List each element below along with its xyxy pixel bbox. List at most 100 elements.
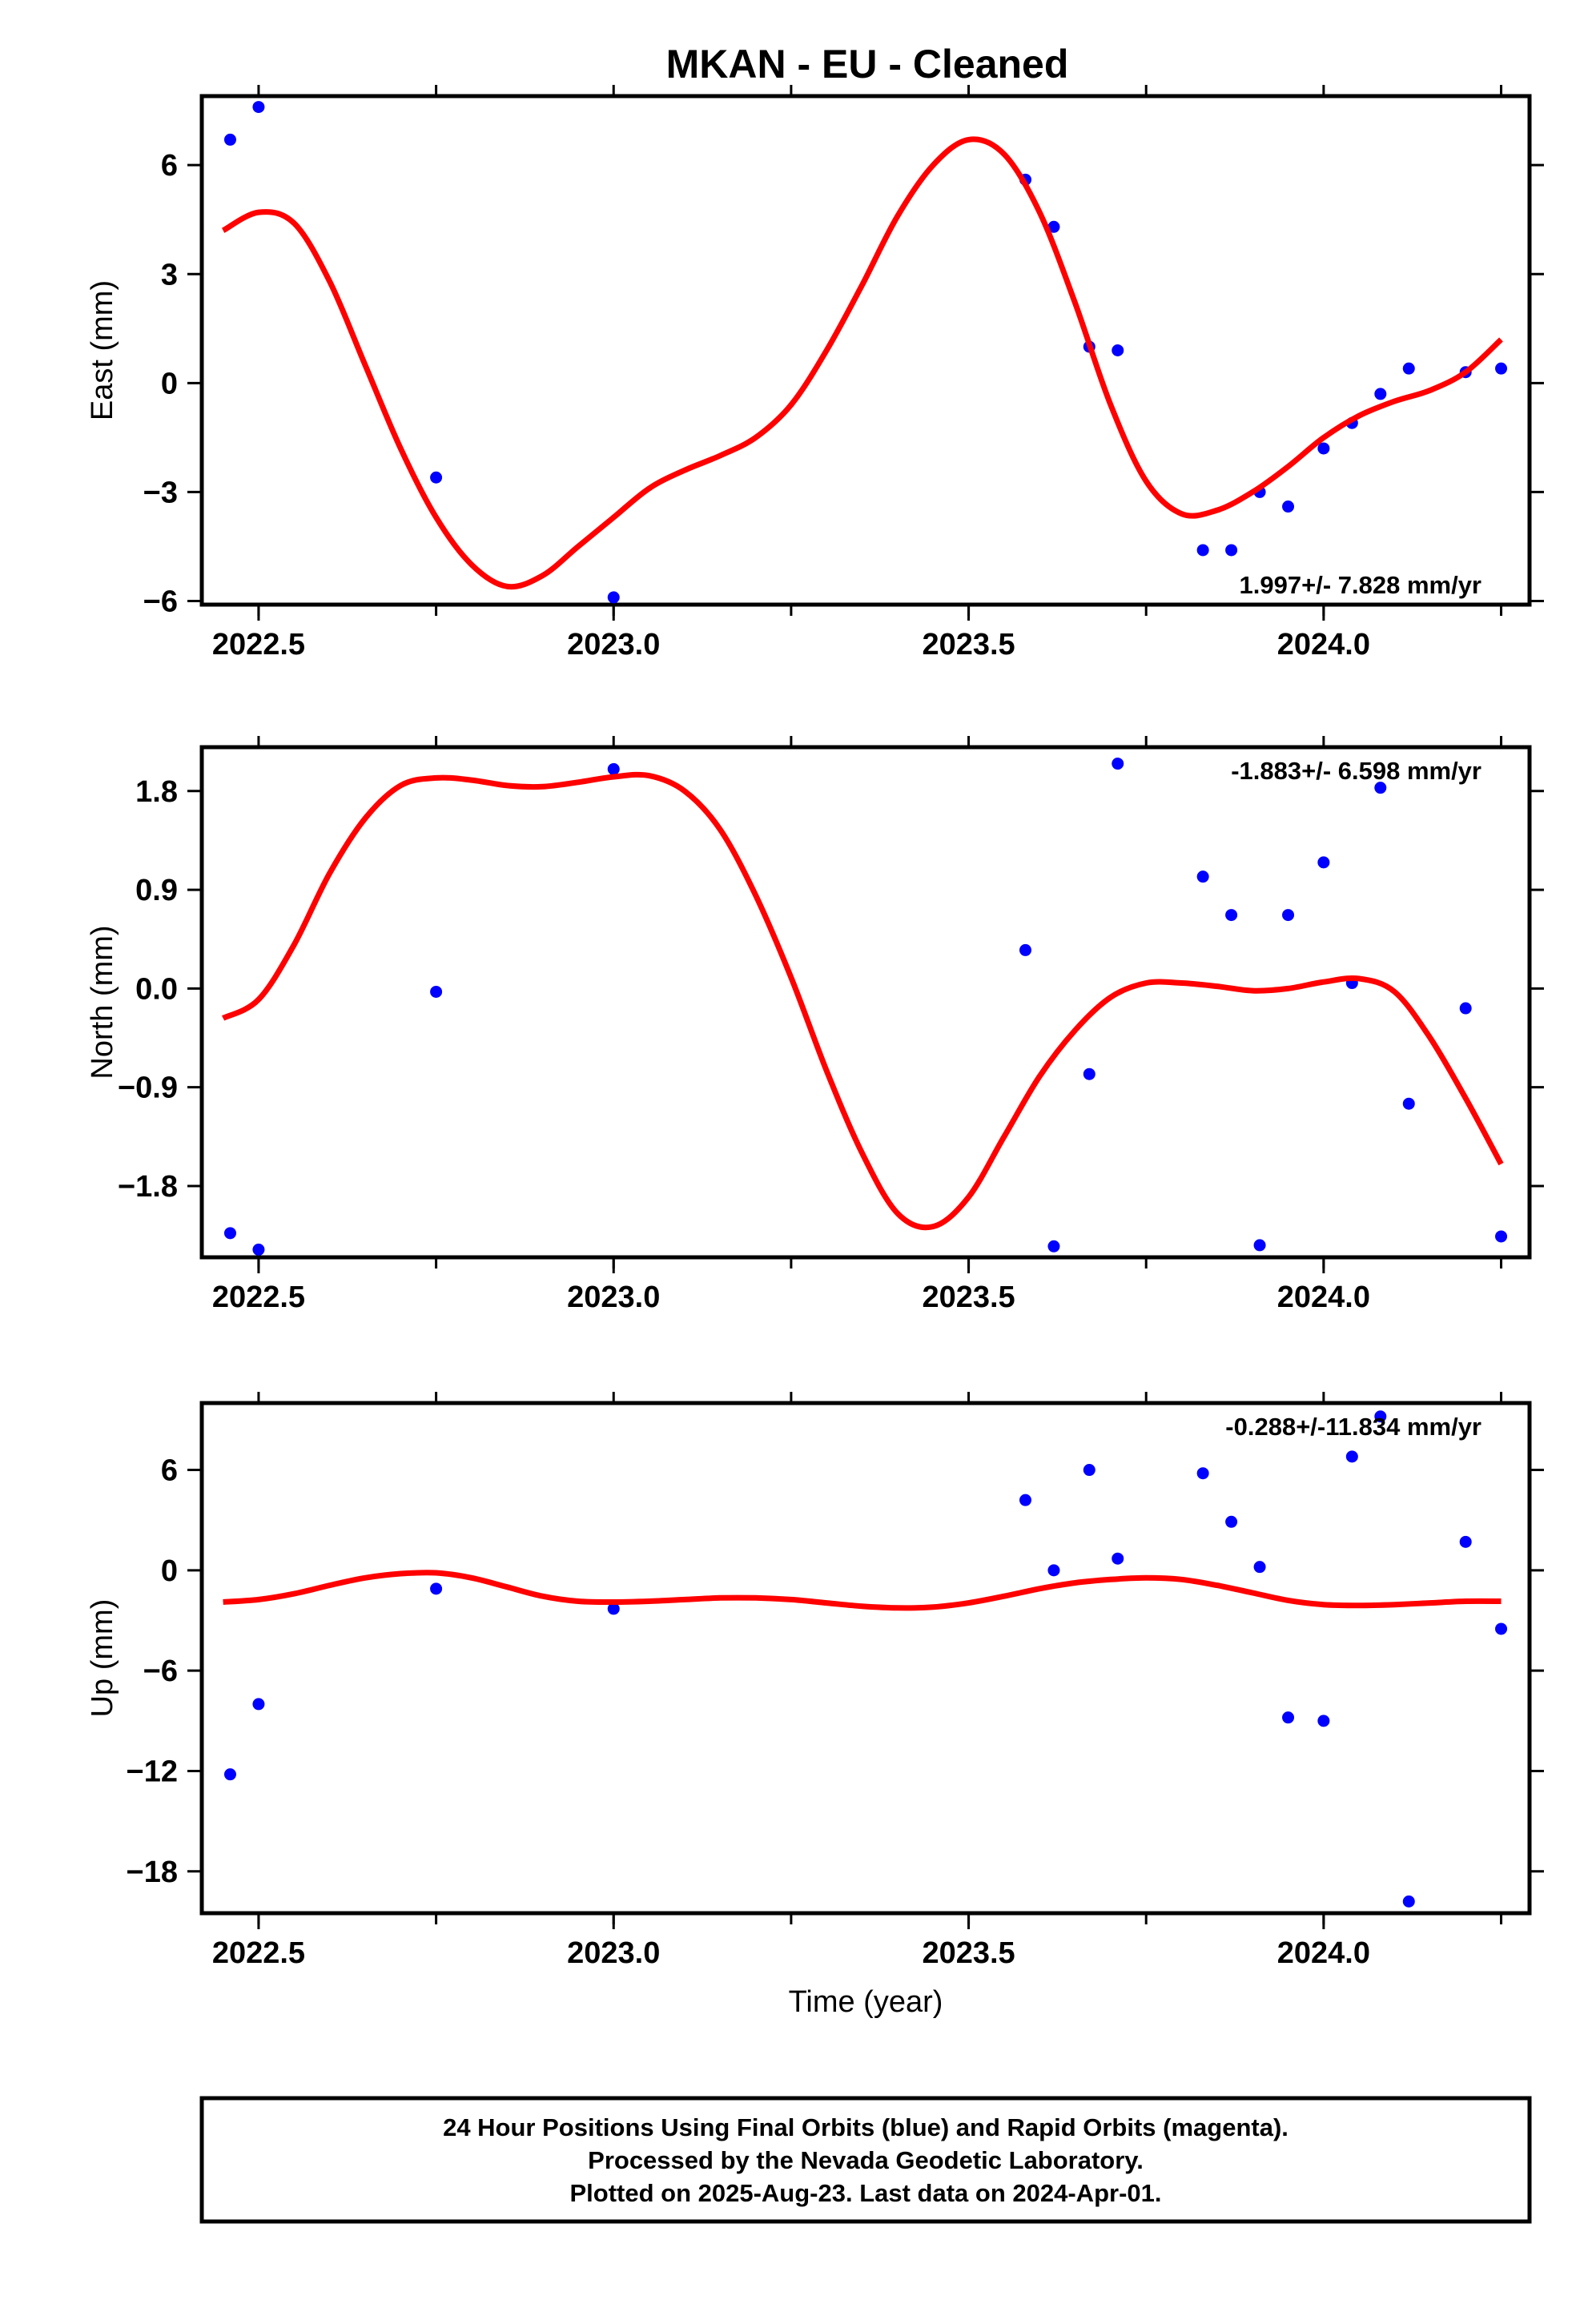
data-point [607,762,620,775]
data-point [1083,1464,1096,1477]
plot-frame [199,94,1532,607]
x-tick-label: 2024.0 [1277,1281,1370,1314]
footer-box: 24 Hour Positions Using Final Orbits (bl… [199,2096,1532,2224]
data-point [1225,909,1238,922]
data-point [252,1243,265,1256]
y-tick-label: −1.8 [118,1170,178,1204]
plot-frame [199,1401,1532,1916]
data-point [1402,1895,1415,1908]
data-point [1459,1535,1472,1548]
data-point [430,471,443,484]
y-tick-label: 6 [161,149,178,183]
y-axis-label: East (mm) [86,280,119,420]
x-tick-label: 2022.5 [212,1281,305,1314]
x-tick-label: 2023.5 [922,628,1015,661]
data-point [1459,1002,1472,1015]
data-point [430,1582,443,1595]
data-point [1317,856,1330,869]
velocity-rate-label: -1.883+/- 6.598 mm/yr [1231,757,1481,785]
x-tick-label: 2022.5 [212,628,305,661]
data-point [1495,1230,1508,1243]
velocity-rate-label: 1.997+/- 7.828 mm/yr [1240,571,1481,599]
data-point [1225,1515,1238,1528]
data-point [1317,442,1330,455]
x-tick-label: 2023.5 [922,1936,1015,1970]
y-tick-label: 0.9 [135,874,178,907]
fit-curve [223,1570,1502,1611]
data-point [1196,1467,1209,1480]
data-point [1253,1239,1266,1252]
data-point [607,1602,620,1615]
data-point [1196,870,1209,883]
y-tick-label: −0.9 [118,1072,178,1105]
y-tick-label: 0.0 [135,972,178,1006]
data-point [223,1227,236,1240]
final-orbit-points [223,1410,1508,1908]
data-point [607,591,620,604]
data-point [1112,758,1124,770]
data-point [1402,362,1415,375]
y-tick-label: 1.8 [135,775,178,809]
plot-frame [199,745,1532,1260]
y-axis-label: Up (mm) [86,1599,119,1718]
y-tick-label: −6 [143,1655,178,1688]
data-point [1112,1552,1124,1565]
final-orbit-points [223,758,1508,1256]
x-tick-label: 2023.0 [567,628,660,661]
x-tick-label: 2024.0 [1277,628,1370,661]
data-point [1282,909,1295,922]
velocity-rate-label: -0.288+/-11.834 mm/yr [1225,1413,1481,1441]
data-point [1282,501,1295,513]
north-panel: 2022.5 2023.0 2023.5 2024.0 −1.8 −0.9 0.0 0.9 1.… [86,736,1544,1314]
data-point [1083,1068,1096,1080]
fit-curve [221,771,1504,1231]
data-point [1374,388,1387,400]
footer-line-1: 24 Hour Positions Using Final Orbits (bl… [443,2113,1288,2141]
data-point [1047,1564,1060,1577]
data-point [430,985,443,998]
footer-frame [199,2096,1532,2224]
data-point [1047,1240,1060,1252]
data-point [1495,362,1508,375]
data-point [1317,1715,1330,1727]
y-tick-label: −6 [143,585,178,618]
data-point [1374,1410,1387,1423]
y-tick-label: 3 [161,258,178,292]
fit-curve [221,136,1503,590]
data-point [252,1698,265,1711]
y-tick-label: 0 [161,367,178,400]
y-tick-label: −18 [127,1856,178,1889]
y-tick-label: 6 [161,1454,178,1488]
data-point [1019,943,1031,956]
data-point [223,133,236,146]
x-axis-label: Time (year) [789,1985,943,2019]
data-point [1282,1711,1295,1724]
data-point [1253,1561,1266,1574]
east-panel: 2022.5 2023.0 2023.5 2024.0 −6 −3 0 3 6 East (mm)… [86,85,1544,661]
data-point [1196,544,1209,557]
data-point [252,101,265,114]
x-tick-label: 2023.0 [567,1281,660,1314]
data-point [223,1768,236,1781]
data-point [1402,1097,1415,1110]
data-point [1047,220,1060,233]
data-point [1345,1450,1358,1463]
up-panel: 2022.5 2023.0 2023.5 2024.0 −18 −12 −6 0 6 Up (mm… [86,1392,1544,2019]
x-tick-label: 2023.0 [567,1936,660,1970]
y-tick-label: −3 [143,476,178,509]
x-tick-label: 2024.0 [1277,1936,1370,1970]
y-tick-label: 0 [161,1554,178,1588]
footer-line-3: Plotted on 2025-Aug-23. Last data on 202… [569,2179,1161,2207]
y-axis-label: North (mm) [86,925,119,1079]
data-point [1374,782,1387,794]
x-tick-label: 2022.5 [212,1936,305,1970]
footer-line-2: Processed by the Nevada Geodetic Laborat… [588,2146,1144,2174]
y-tick-label: −12 [127,1755,178,1788]
data-point [1112,344,1124,356]
data-point [1225,544,1238,557]
figure-title: MKAN - EU - Cleaned [666,42,1069,86]
data-point [1019,1494,1031,1506]
x-tick-label: 2023.5 [922,1281,1015,1314]
